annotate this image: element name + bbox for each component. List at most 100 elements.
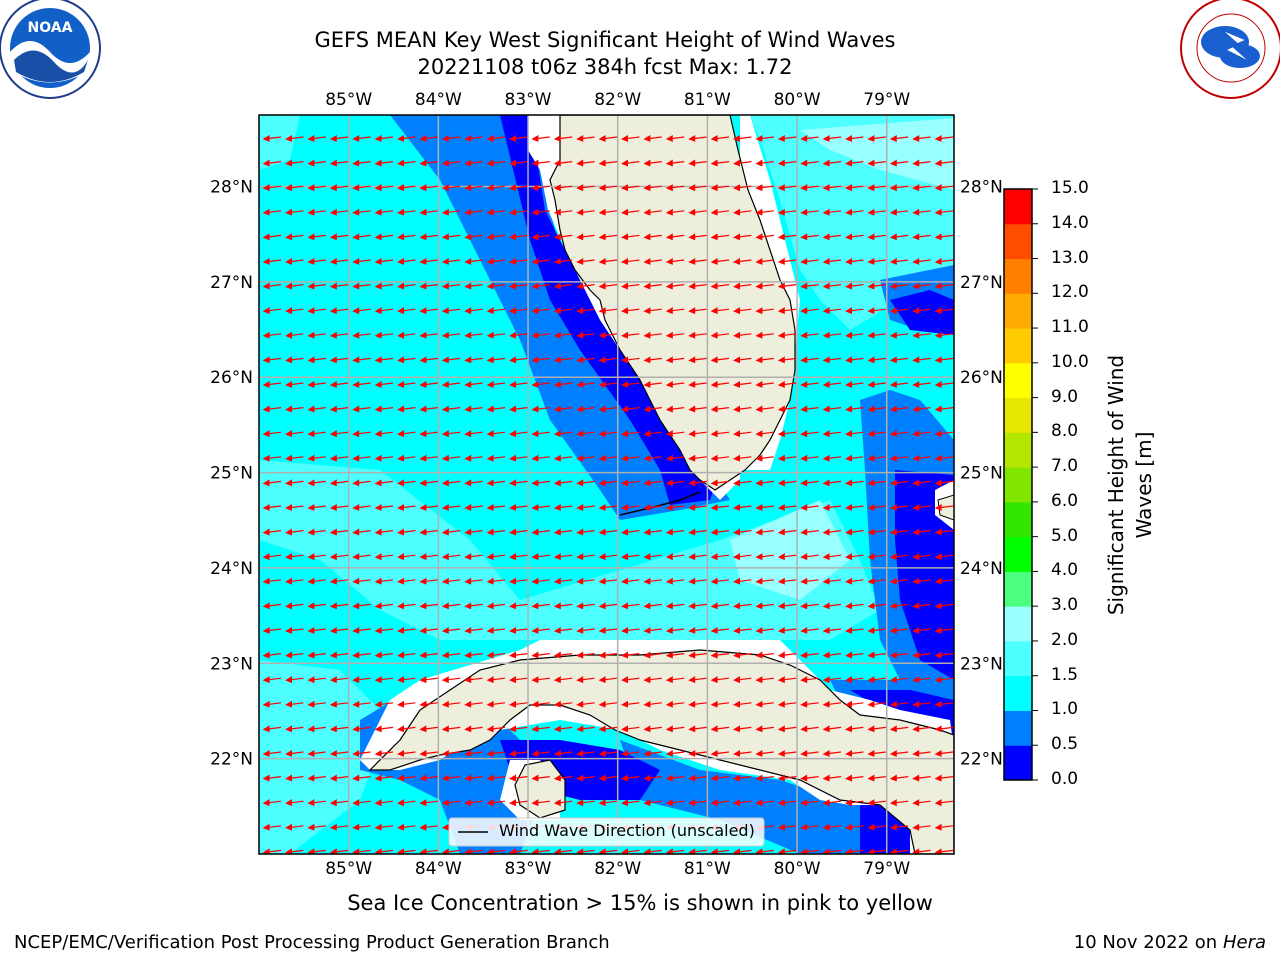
wind-arrow [777,774,797,782]
wind-arrow [262,577,282,585]
wind-arrow [777,184,797,192]
wind-arrow [374,184,394,192]
wind-arrow [621,159,640,167]
wind-arrow [889,725,909,733]
wind-arrow [285,577,304,585]
wind-arrow [934,676,954,684]
wind-arrow [621,233,640,241]
map-frame [258,114,955,855]
wind-arrow [867,676,886,684]
wind-arrow [755,577,774,585]
wind-arrow [755,405,774,413]
wind-arrow [397,553,416,561]
wind-arrow [867,553,886,561]
wind-arrow [285,282,304,290]
wind-arrow [307,528,326,536]
wind-arrow [329,208,349,216]
lon-label-bottom: 79°W [863,859,910,879]
wind-arrow [621,454,640,462]
wind-arrow [598,454,618,462]
wind-arrow [486,799,506,807]
colorbar-tick-label: 15.0 [1051,178,1089,198]
wind-arrow [553,700,573,708]
wind-arrow [822,774,842,782]
wind-arrow [374,454,394,462]
wind-arrow [441,356,461,364]
wind-arrow [486,626,506,634]
wind-arrow [733,651,752,659]
wind-arrow [441,159,461,167]
wind-arrow [867,725,886,733]
wind-arrow [397,208,416,216]
wind-arrow [374,700,394,708]
wind-arrow [397,479,416,487]
wind-arrow [285,233,304,241]
wind-arrow [531,700,550,708]
wind-arrow [710,700,730,708]
wind-arrow [912,159,931,167]
wind-arrow [621,749,640,757]
wind-arrow [822,307,842,315]
lat-label-left: 26°N [210,368,253,388]
wind-arrow [665,331,685,339]
wind-arrow [867,159,886,167]
wind-arrow [665,479,685,487]
wind-arrow [486,503,506,511]
wind-arrow [800,331,819,339]
wind-arrow [733,454,752,462]
wind-arrow [755,356,774,364]
lat-label-right: 25°N [960,464,1003,484]
wind-arrow [598,134,618,142]
wind-arrow [665,503,685,511]
wind-arrow [710,307,730,315]
wind-arrow [509,725,528,733]
wind-arrow [777,380,797,388]
wind-arrow [822,257,842,265]
wind-arrow [374,823,394,831]
wind-arrow [800,134,819,142]
wind-arrow [464,503,483,511]
wind-arrow [486,725,506,733]
wind-arrow [285,184,304,192]
colorbar-tick-label: 6.0 [1051,490,1079,511]
wind-arrow [643,257,662,265]
wind-arrow [441,307,461,315]
colorbar-segment [1004,189,1032,225]
wind-arrow [441,479,461,487]
wind-arrow [665,651,685,659]
wind-arrow [374,774,394,782]
wind-arrow [352,184,371,192]
wind-arrow [486,651,506,659]
wind-arrow [509,553,528,561]
wind-arrow [755,380,774,388]
wind-arrow [397,577,416,585]
wind-arrow [800,356,819,364]
wind-arrow [307,774,326,782]
wind-arrow [419,503,438,511]
wind-arrow [710,159,730,167]
wind-arrow [262,553,282,561]
wind-arrow [912,430,931,438]
wind-arrow [285,651,304,659]
wind-arrow [307,479,326,487]
wind-arrow [553,380,573,388]
wind-arrow [262,651,282,659]
bahamas-island [937,494,954,521]
wind-arrow [509,626,528,634]
wind-arrow [934,159,954,167]
wind-arrow [777,430,797,438]
wind-arrow [912,799,931,807]
wind-arrow [777,454,797,462]
wind-arrow [934,799,954,807]
lon-label-top: 84°W [415,90,462,110]
wind-arrow [285,159,304,167]
wind-arrow [285,725,304,733]
wind-arrow [576,331,595,339]
wind-arrow [419,602,438,610]
wind-arrow [419,208,438,216]
wind-arrow [710,651,730,659]
wind-arrow [374,725,394,733]
colorbar-tick-label: 0.5 [1051,734,1079,755]
wind-arrow [531,626,550,634]
wind-arrow [643,799,662,807]
